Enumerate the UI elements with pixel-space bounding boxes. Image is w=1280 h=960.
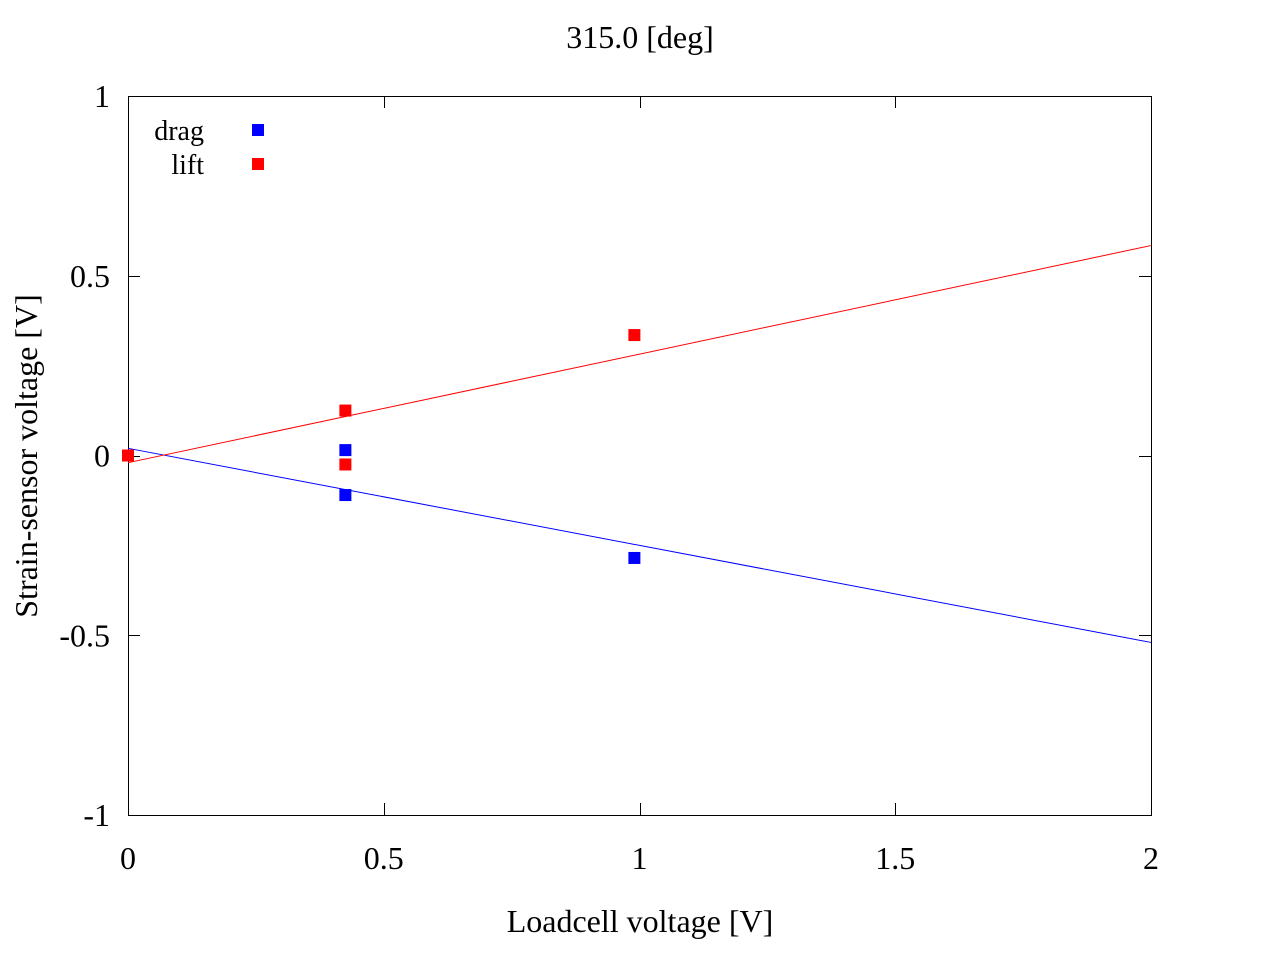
- fit-lines: [127, 245, 1152, 643]
- point-drag: [628, 551, 641, 564]
- y-tick-label: 1: [94, 78, 110, 114]
- y-tick-label: -1: [83, 797, 110, 833]
- point-lift: [122, 449, 134, 462]
- x-axis-label: Loadcell voltage [V]: [507, 903, 774, 939]
- point-lift: [339, 404, 352, 417]
- x-tick-label: 1.5: [875, 840, 915, 876]
- fit-line-drag: [127, 447, 1152, 643]
- legend-marker-lift: [252, 158, 264, 170]
- legend-marker-drag: [252, 124, 264, 136]
- axis-ticks: 0 0.5 1 1.5 2 -1 -0.5 0 0.5 1: [59, 78, 1159, 876]
- y-tick-label: -0.5: [59, 617, 110, 653]
- x-tick-label: 1: [632, 840, 648, 876]
- legend-label-drag: drag: [154, 116, 204, 147]
- chart-title: 315.0 [deg]: [566, 19, 714, 55]
- fit-line-lift: [127, 245, 1152, 464]
- x-tick-label: 0.5: [364, 840, 404, 876]
- x-tick-label: 2: [1143, 840, 1159, 876]
- x-tick-label: 0: [120, 840, 136, 876]
- y-tick-label: 0: [94, 438, 110, 474]
- point-lift: [339, 458, 352, 471]
- point-lift: [628, 329, 641, 342]
- point-drag: [339, 444, 352, 457]
- point-drag: [339, 489, 352, 502]
- data-points: [122, 329, 641, 564]
- y-axis-label: Strain-sensor voltage [V]: [8, 294, 44, 617]
- y-tick-label: 0.5: [70, 258, 110, 294]
- legend-label-lift: lift: [171, 150, 204, 181]
- plot-frame: [128, 96, 1152, 816]
